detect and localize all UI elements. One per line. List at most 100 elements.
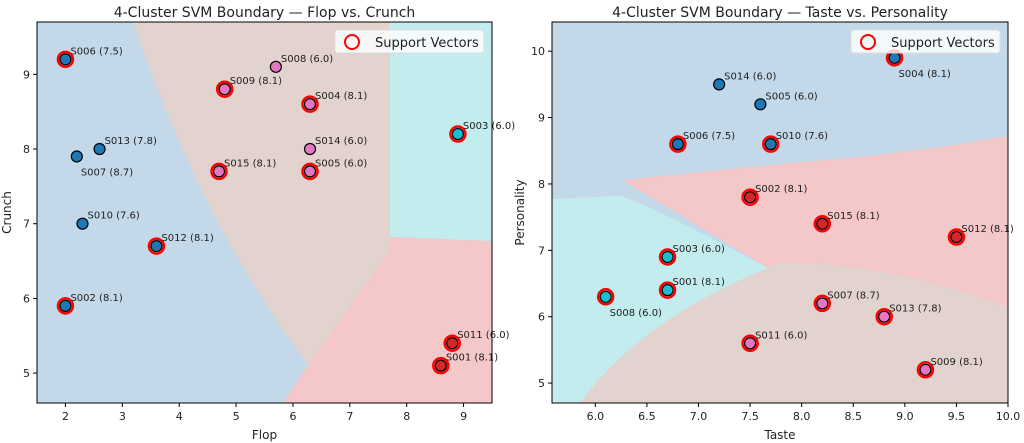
x-tick-label: 8: [403, 410, 410, 423]
legend-marker-icon: [860, 34, 876, 50]
point-label: S015 (8.1): [827, 211, 879, 222]
support-vector-ring: [596, 288, 615, 306]
data-point: [269, 60, 282, 73]
point-label: S012 (8.1): [961, 224, 1013, 235]
point-label: S003 (6.0): [673, 244, 725, 255]
y-tick-label: 7: [23, 218, 30, 231]
x-tick-label: 7.0: [690, 410, 708, 423]
point-label: S010 (7.6): [776, 131, 828, 142]
support-vector-ring: [658, 248, 677, 266]
support-vector-ring: [301, 95, 319, 113]
legend: Support Vectors: [334, 29, 485, 54]
support-vector-ring: [56, 297, 75, 315]
data-point: [661, 284, 674, 297]
left-regions: [37, 22, 492, 403]
support-vector-ring: [443, 334, 461, 352]
region-pink: [133, 22, 390, 365]
legend: Support Vectors: [850, 29, 1001, 54]
data-point: [743, 337, 757, 350]
x-tick-label: 6.0: [587, 410, 605, 423]
support-vector-ring: [210, 162, 228, 181]
data-point: [888, 51, 901, 64]
y-tick-label: 10: [531, 45, 545, 58]
x-tick-label: 6.5: [638, 410, 656, 423]
support-vector-ring: [56, 50, 75, 69]
point-label: S005 (6.0): [765, 91, 817, 102]
right-regions: [552, 22, 1008, 403]
data-point: [816, 297, 829, 310]
y-tick-label: 6: [538, 311, 545, 324]
legend-marker-icon: [344, 34, 360, 50]
legend-box: [850, 29, 1001, 54]
data-point: [59, 53, 72, 66]
data-point: [303, 98, 317, 111]
point-label: S009 (8.1): [930, 357, 982, 368]
data-point: [764, 138, 777, 151]
x-tick-label: 9.0: [896, 410, 914, 423]
chart-title: 4-Cluster SVM Boundary — Taste vs. Perso…: [612, 5, 948, 21]
data-point: [671, 138, 684, 151]
x-tick-label: 5: [233, 410, 240, 423]
support-vector-ring: [741, 334, 759, 353]
point-label: S011 (6.0): [457, 330, 509, 341]
point-label: S002 (8.1): [70, 293, 122, 304]
y-tick-label: 5: [538, 377, 545, 390]
y-axis-label: Personality: [513, 179, 527, 245]
legend-label: Support Vectors: [375, 36, 479, 51]
data-point: [434, 359, 447, 372]
support-vector-ring: [813, 294, 832, 313]
point-label: S002 (8.1): [755, 184, 807, 195]
region-cyan: [390, 22, 492, 241]
support-vector-ring: [658, 281, 677, 299]
support-vector-ring: [449, 125, 467, 143]
point-label: S001 (8.1): [446, 353, 498, 364]
axes-frame: [36, 21, 493, 404]
y-axis-label: Crunch: [0, 191, 14, 234]
point-label: S008 (6.0): [610, 308, 662, 319]
x-tick-label: 8.5: [844, 410, 862, 423]
legend-box: [334, 29, 485, 54]
data-point: [303, 165, 317, 178]
x-tick-label: 6: [289, 410, 296, 423]
data-point: [303, 142, 317, 156]
x-tick-label: 9.5: [948, 410, 966, 423]
support-vector-ring: [215, 80, 234, 98]
data-point: [59, 299, 72, 312]
point-label: S001 (8.1): [673, 277, 725, 288]
x-tick-label: 3: [119, 410, 126, 423]
support-vector-ring: [432, 356, 450, 375]
y-tick-label: 9: [538, 112, 545, 125]
data-point: [743, 191, 757, 204]
point-label: S011 (6.0): [755, 330, 807, 341]
axes-frame: [551, 21, 1009, 404]
x-tick-label: 2: [62, 410, 69, 423]
support-vector-ring: [813, 215, 832, 233]
point-label: S006 (7.5): [683, 131, 735, 142]
support-vector-ring: [669, 135, 687, 153]
point-label: S004 (8.1): [315, 91, 367, 102]
y-tick-label: 5: [23, 367, 30, 380]
data-point: [93, 142, 106, 156]
chart-title: 4-Cluster SVM Boundary — Flop vs. Crunch: [114, 5, 416, 21]
x-axis-label: Flop: [252, 428, 277, 442]
point-label: S007 (8.7): [81, 167, 133, 178]
data-point: [451, 127, 464, 141]
point-label: S004 (8.1): [899, 69, 951, 80]
point-label: S008 (6.0): [281, 54, 333, 65]
x-tick-label: 10.0: [996, 410, 1021, 423]
support-vector-ring: [947, 228, 966, 246]
support-vector-ring: [301, 162, 319, 181]
point-label: S010 (7.6): [88, 211, 140, 222]
data-point: [218, 83, 231, 96]
data-point: [816, 217, 829, 230]
data-point: [76, 217, 89, 230]
data-point: [919, 363, 932, 376]
y-tick-label: 9: [23, 68, 30, 81]
region-pink: [580, 262, 1008, 403]
point-label: S014 (6.0): [724, 71, 776, 82]
left-axes: 4-Cluster SVM Boundary — Flop vs. Crunch…: [0, 5, 515, 442]
y-tick-label: 8: [23, 143, 30, 156]
support-vector-ring: [147, 237, 166, 255]
point-label: S006 (7.5): [70, 46, 122, 57]
